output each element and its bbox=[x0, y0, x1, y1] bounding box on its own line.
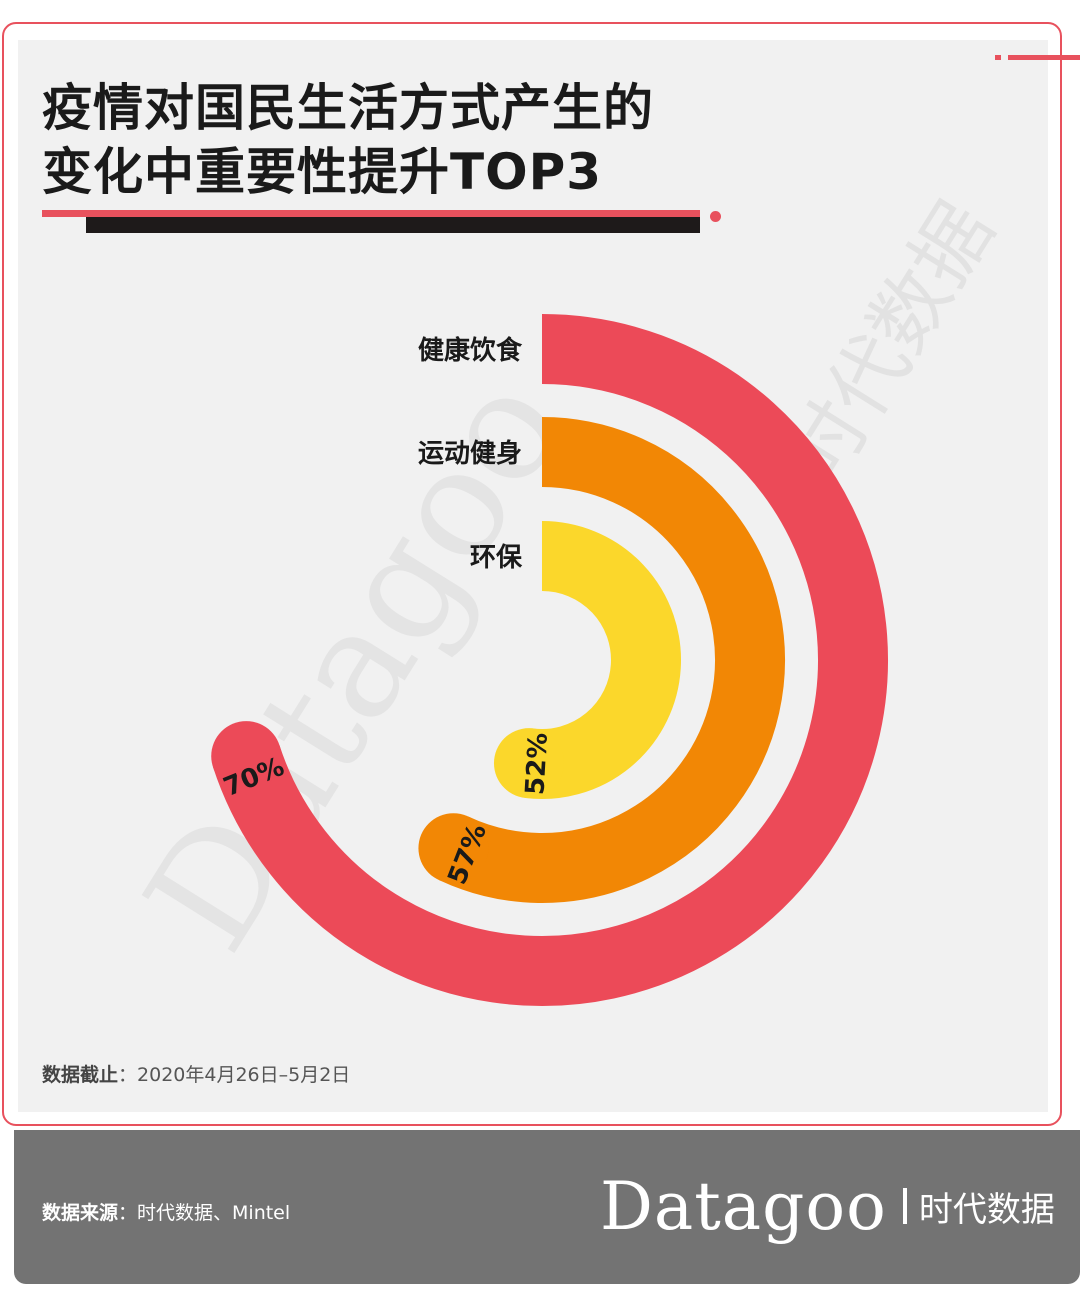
chart-title-line-1: 疫情对国民生活方式产生的 bbox=[42, 79, 654, 137]
data-cutoff-text: ：2020年4月26日–5月2日 bbox=[118, 1064, 351, 1086]
ring-bar-end-cap-1 bbox=[211, 721, 282, 792]
category-label-3: 环保 bbox=[470, 543, 523, 573]
corner-accent-line bbox=[1008, 55, 1080, 60]
ring-bar-2 bbox=[438, 417, 785, 903]
title-underline-red bbox=[42, 210, 700, 217]
chart-title-line-2: 变化中重要性提升TOP3 bbox=[42, 143, 603, 201]
ring-bar-end-cap-3 bbox=[493, 728, 564, 799]
category-label-2: 运动健身 bbox=[418, 438, 522, 469]
data-cutoff-note: 数据截止：2020年4月26日–5月2日 bbox=[42, 1060, 350, 1087]
data-source-note: 数据来源：时代数据、Mintel bbox=[42, 1198, 290, 1225]
data-source-text: ：时代数据、Mintel bbox=[118, 1202, 291, 1224]
data-cutoff-label: 数据截止 bbox=[42, 1064, 119, 1086]
chart-title: 疫情对国民生活方式产生的 变化中重要性提升TOP3 bbox=[42, 76, 742, 204]
ring-bar-3 bbox=[524, 521, 681, 799]
brand-name-cn: 时代数据 bbox=[918, 1189, 1055, 1230]
title-underline-dark bbox=[86, 217, 700, 233]
ring-bar-end-cap-2 bbox=[418, 813, 489, 884]
ring-bar-1 bbox=[212, 314, 888, 1006]
category-label-1: 健康饮食 bbox=[418, 335, 523, 366]
footer-panel bbox=[14, 1130, 1080, 1284]
title-underline-dot bbox=[710, 211, 721, 222]
brand-separator bbox=[902, 1188, 907, 1224]
brand-logo: Datagoo 时代数据 bbox=[600, 1166, 1055, 1246]
value-label-3: 52% bbox=[520, 732, 553, 796]
brand-name-en: Datagoo bbox=[600, 1167, 887, 1245]
data-source-label: 数据来源 bbox=[42, 1202, 119, 1224]
corner-accent-dot bbox=[995, 55, 1001, 60]
